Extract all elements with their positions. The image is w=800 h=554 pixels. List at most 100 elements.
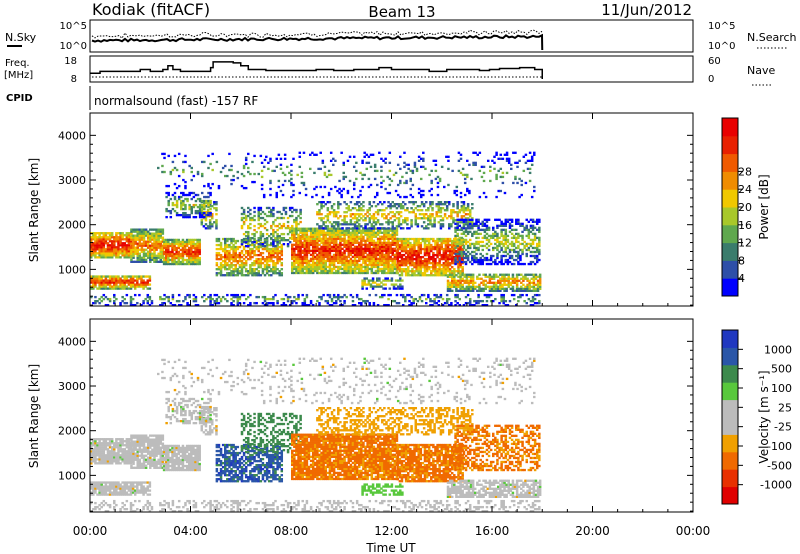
data-cell xyxy=(196,242,199,246)
data-cell xyxy=(318,247,321,251)
data-cell xyxy=(481,244,485,248)
data-cell xyxy=(422,213,426,216)
data-cell xyxy=(366,263,369,267)
data-cell xyxy=(196,256,199,260)
data-cell xyxy=(332,213,336,216)
data-cell xyxy=(121,244,124,247)
data-cell xyxy=(259,232,263,236)
data-cell xyxy=(192,244,195,248)
data-cell xyxy=(311,263,315,267)
data-cell xyxy=(153,254,156,257)
data-cell xyxy=(395,211,399,214)
data-cell xyxy=(92,232,95,235)
data-cell xyxy=(532,277,536,280)
noise-sky-line xyxy=(91,33,544,51)
data-cell xyxy=(442,241,446,245)
data-cell xyxy=(96,236,99,239)
data-cell xyxy=(501,283,504,286)
data-cell xyxy=(236,301,240,305)
data-cell xyxy=(511,281,515,284)
data-cell xyxy=(280,297,284,301)
data-cell xyxy=(427,266,431,269)
data-cell xyxy=(274,249,277,253)
data-cell xyxy=(533,262,537,266)
data-cell xyxy=(121,281,124,284)
data-cell xyxy=(190,191,193,195)
data-cell xyxy=(448,287,452,290)
data-cell xyxy=(489,236,493,240)
data-cell xyxy=(182,191,185,195)
data-cell xyxy=(217,247,221,251)
data-cell xyxy=(177,195,181,199)
data-cell xyxy=(360,269,363,273)
data-cell xyxy=(196,262,199,266)
data-cell xyxy=(286,245,290,248)
data-cell xyxy=(132,228,135,231)
data-cell xyxy=(504,248,508,252)
data-cell xyxy=(151,232,154,235)
data-cell xyxy=(515,289,519,293)
data-cell xyxy=(219,272,223,275)
data-cell xyxy=(395,269,399,273)
data-cell xyxy=(184,193,187,197)
data-cell xyxy=(115,240,118,243)
data-cell xyxy=(324,249,327,253)
data-cell xyxy=(153,228,156,231)
data-cell xyxy=(404,219,407,222)
data-cell xyxy=(173,240,176,244)
data-cell xyxy=(251,240,254,244)
data-cell xyxy=(370,243,374,246)
data-cell xyxy=(483,222,487,225)
data-cell xyxy=(477,260,480,264)
data-cell xyxy=(456,240,459,244)
data-cell xyxy=(370,215,374,218)
data-cell xyxy=(531,228,535,232)
data-cell xyxy=(200,219,204,222)
data-cell xyxy=(446,245,450,249)
data-cell xyxy=(125,234,129,237)
data-cell xyxy=(517,244,520,248)
data-cell xyxy=(442,264,446,267)
data-cell xyxy=(106,297,110,301)
data-cell xyxy=(464,254,468,258)
data-cell xyxy=(462,230,466,234)
data-cell xyxy=(181,252,185,256)
data-cell xyxy=(244,261,248,265)
data-cell xyxy=(519,222,522,225)
data-cell xyxy=(324,263,327,267)
data-cell xyxy=(230,293,233,297)
data-cell xyxy=(270,236,273,240)
data-cell xyxy=(504,236,508,240)
data-cell xyxy=(489,293,493,297)
data-cell xyxy=(444,237,448,241)
data-cell xyxy=(297,269,300,273)
data-cell xyxy=(372,217,376,220)
data-cell xyxy=(140,279,143,282)
data-cell xyxy=(110,287,114,290)
data-cell xyxy=(230,270,233,273)
data-cell xyxy=(324,245,327,248)
data-cell xyxy=(385,217,388,220)
data-cell xyxy=(293,249,296,253)
data-cell xyxy=(381,269,384,273)
data-cell xyxy=(297,267,300,271)
data-cell xyxy=(435,301,438,305)
data-cell xyxy=(533,234,537,238)
data-cell xyxy=(529,250,533,254)
data-cell xyxy=(429,303,432,307)
data-cell xyxy=(215,253,219,257)
data-cell xyxy=(291,206,294,210)
data-cell xyxy=(221,264,225,267)
data-cell xyxy=(219,255,223,259)
data-cell xyxy=(343,251,346,255)
data-cell xyxy=(100,287,103,290)
data-cell xyxy=(389,229,392,232)
data-cell xyxy=(433,301,436,305)
data-cell xyxy=(347,251,351,255)
data-cell xyxy=(381,293,384,297)
data-cell xyxy=(309,257,313,261)
data-cell xyxy=(494,234,497,238)
data-cell xyxy=(341,223,344,226)
data-cell xyxy=(351,239,355,242)
data-cell xyxy=(253,243,256,247)
